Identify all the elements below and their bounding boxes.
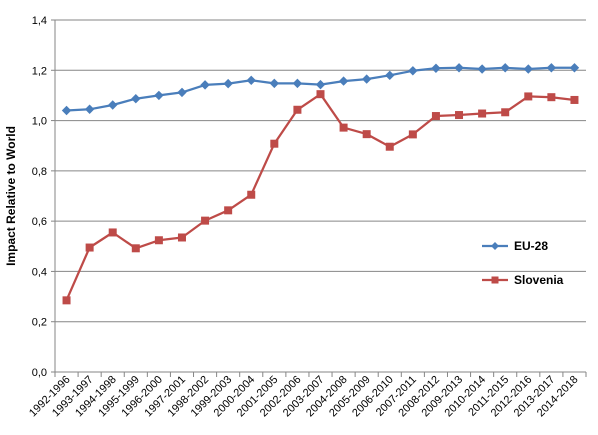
data-point-square [131, 244, 140, 253]
y-tick-label: 1,2 [32, 65, 47, 77]
y-tick-label: 0,6 [32, 216, 47, 228]
legend: EU-28 Slovenia [482, 239, 564, 287]
data-point-diamond [84, 104, 95, 114]
legend-label-1: Slovenia [514, 273, 564, 287]
data-point-square [201, 216, 210, 225]
data-point-diamond [292, 78, 303, 89]
axes [51, 19, 587, 377]
data-point-diamond [431, 63, 441, 73]
data-point-diamond [477, 64, 487, 74]
y-tick-label: 0,0 [32, 367, 47, 379]
data-point-diamond [108, 100, 118, 110]
legend-marker-diamond [491, 242, 499, 250]
data-point-square [524, 92, 533, 101]
data-point-square [247, 190, 256, 199]
data-point-diamond [338, 76, 349, 86]
data-point-diamond [546, 63, 557, 73]
data-point-square [408, 130, 417, 139]
y-tick-label: 0,8 [32, 166, 47, 178]
data-point-square [177, 233, 186, 242]
data-point-square [154, 236, 163, 245]
legend-label-0: EU-28 [514, 239, 548, 253]
data-point-diamond [200, 80, 210, 90]
data-point-square [362, 130, 371, 139]
data-point-diamond [408, 66, 418, 76]
data-point-diamond [315, 79, 326, 90]
data-point-diamond [500, 63, 510, 73]
y-tick-label: 0,4 [32, 266, 47, 278]
data-point-square [316, 90, 325, 99]
y-tick-label: 1,4 [32, 15, 47, 27]
series-group [61, 63, 580, 305]
y-axis-ticks: 0,0 0,2 0,4 0,6 0,8 1,0 1,2 1,4 [32, 15, 47, 379]
data-point-square [570, 95, 579, 104]
data-point-diamond [385, 70, 395, 81]
data-point-diamond [223, 78, 233, 89]
data-point-diamond [246, 75, 256, 86]
data-point-diamond [61, 105, 72, 116]
data-point-square [62, 296, 71, 305]
data-point-square [293, 105, 302, 114]
y-tick-label: 1,0 [32, 116, 47, 128]
data-point-square [270, 139, 279, 148]
data-point-diamond [177, 87, 187, 98]
series-line-1 [65, 93, 575, 301]
data-point-diamond [454, 63, 464, 73]
y-axis-title: Impact Relative to World [4, 126, 18, 266]
data-point-square [431, 112, 440, 121]
data-point-square [501, 108, 510, 117]
data-point-diamond [361, 74, 372, 84]
data-point-square [224, 206, 233, 215]
data-point-square [108, 228, 117, 237]
y-tick-label: 0,2 [32, 317, 47, 329]
data-point-square [478, 109, 487, 118]
legend-marker-square [491, 276, 499, 284]
data-point-square [547, 93, 556, 102]
data-point-diamond [569, 63, 580, 73]
data-point-square [339, 123, 348, 132]
data-point-diamond [523, 64, 533, 74]
data-point-diamond [131, 93, 141, 104]
data-point-square [385, 142, 394, 151]
data-point-square [85, 243, 94, 252]
x-axis-ticks: 1992-19961993-19971994-19981995-19991996… [27, 374, 581, 420]
data-point-diamond [269, 78, 280, 89]
data-point-square [455, 111, 464, 120]
data-point-diamond [154, 90, 164, 101]
gridlines [55, 19, 586, 323]
